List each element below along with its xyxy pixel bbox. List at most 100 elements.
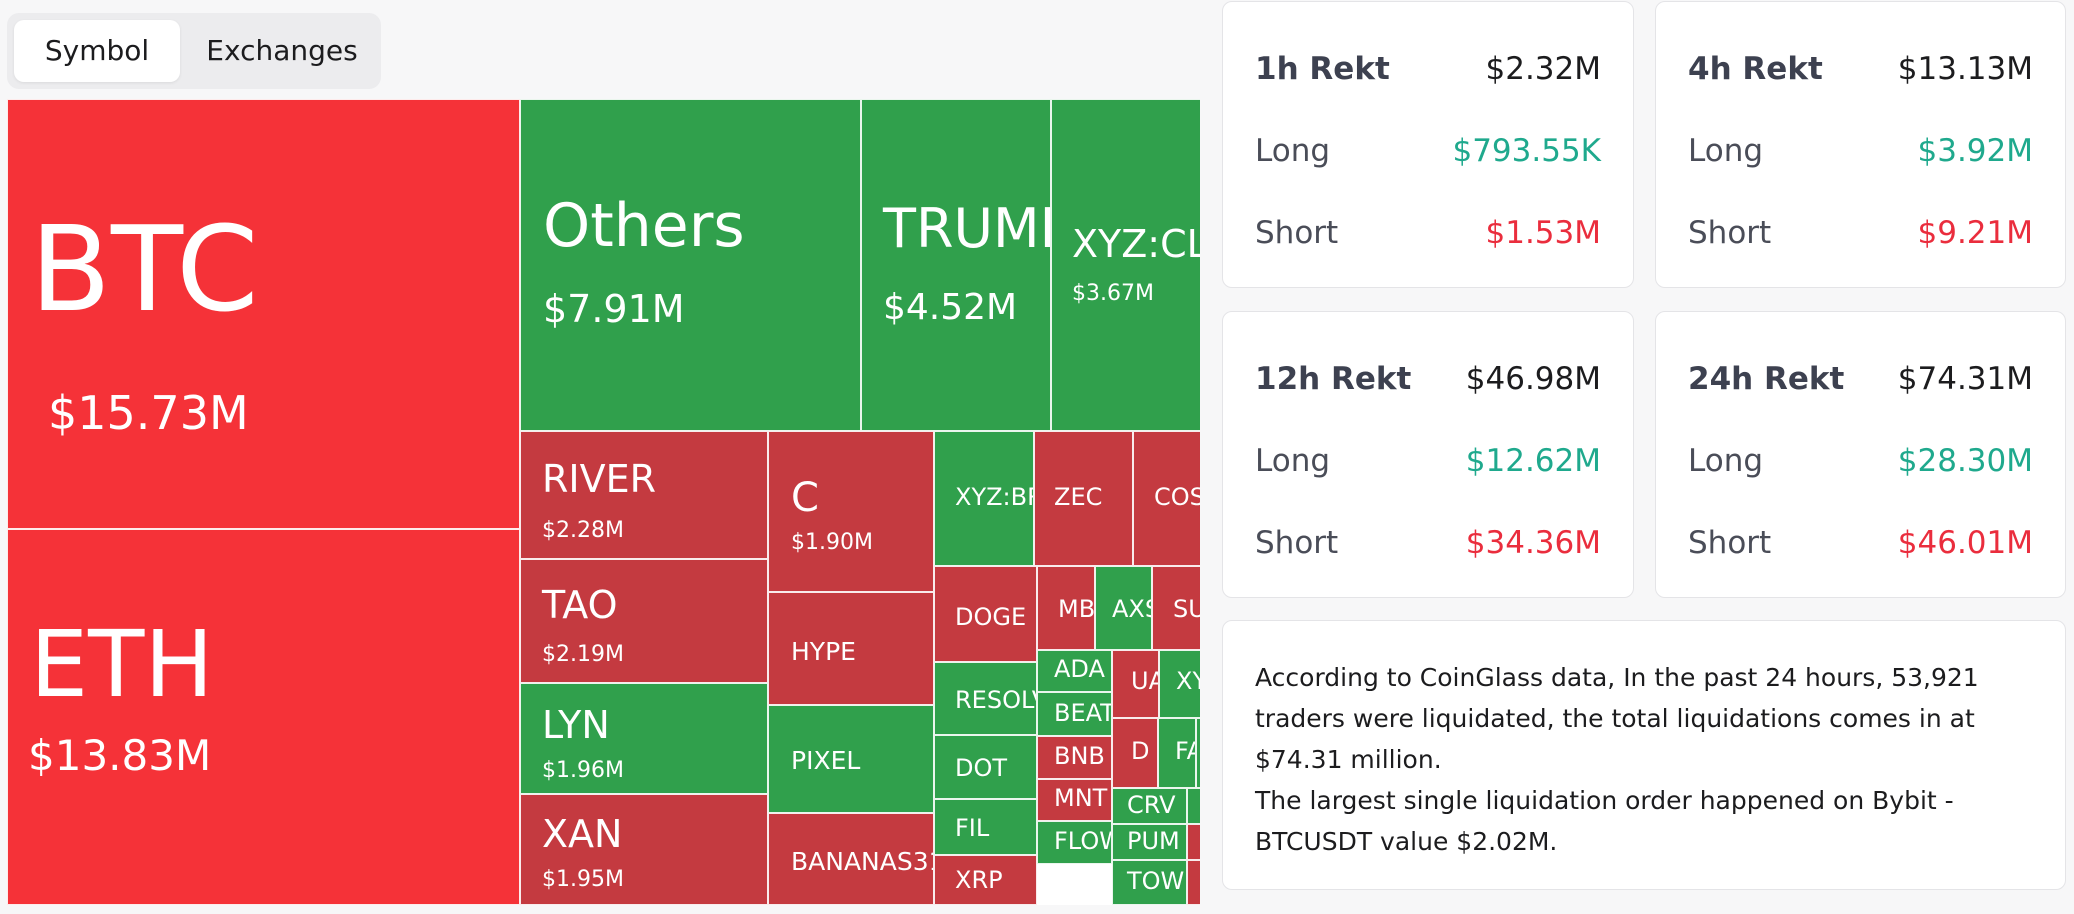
cell-symbol: DOGE [955,603,1027,631]
treemap-cell-doge[interactable]: DOGE [934,566,1037,662]
cell-symbol: BTC [30,200,259,338]
cell-symbol: XYZ:BR [955,483,1033,511]
treemap-cell-mnt[interactable]: MNT [1037,779,1112,821]
short-label: Short [1255,525,1339,561]
long-label: Long [1688,443,1764,479]
treemap-cell-bananas31[interactable]: BANANAS31 [768,813,934,905]
short-label: Short [1688,215,1772,251]
treemap-cell-tao[interactable]: TAO $2.19M [520,559,768,683]
treemap-cell-river[interactable]: RIVER $2.28M [520,431,768,559]
stat-total: $46.98M [1465,361,1601,397]
cell-symbol: UA [1131,667,1158,695]
cell-symbol: XY [1176,667,1200,695]
cell-symbol: C [791,475,819,521]
cell-symbol: BEAT [1054,699,1112,727]
treemap-cell-others[interactable]: Others $7.91M [520,99,861,431]
long-value: $3.92M [1917,133,2034,169]
long-value: $12.62M [1465,443,1601,479]
stat-title: 12h Rekt [1255,361,1412,397]
stat-card-1h: 1h Rekt $2.32M Long $793.55K Short $1.53M [1222,1,1634,288]
stat-card-24h: 24h Rekt $74.31M Long $28.30M Short $46.01M [1655,311,2066,598]
treemap-cell-g2[interactable] [1187,788,1200,824]
treemap-cell-bnb[interactable]: BNB [1037,736,1112,779]
cell-symbol: FIL [955,814,990,842]
cell-symbol: RIVER [542,457,657,501]
treemap-cell-cos[interactable]: COS [1133,431,1200,566]
cell-symbol: COS [1154,483,1200,511]
treemap-cell-eth[interactable]: ETH $13.83M [7,529,520,905]
cell-symbol: TOW [1127,867,1185,895]
treemap-cell-mb[interactable]: MB [1037,566,1095,650]
cell-symbol: BANANAS31 [791,847,934,876]
cell-symbol: RESOLV [955,686,1036,714]
treemap-cell-g1[interactable] [1196,718,1200,788]
tab-exchanges[interactable]: Exchanges [206,34,358,67]
treemap-cell-c[interactable]: C $1.90M [768,431,934,592]
cell-value: $13.83M [28,731,212,780]
treemap-cell-ua[interactable]: UA [1112,650,1159,718]
treemap-cell-crv[interactable]: CRV [1112,788,1187,824]
cell-value: $1.95M [542,867,624,892]
cell-value: $2.28M [542,518,624,543]
treemap-cell-lyn[interactable]: LYN $1.96M [520,683,768,794]
treemap-cell-xan[interactable]: XAN $1.95M [520,794,768,905]
treemap-cell-d[interactable]: D [1112,718,1158,788]
stat-title: 24h Rekt [1688,361,1845,397]
cell-symbol: D [1131,737,1150,765]
cell-symbol: TRUMP [883,197,1050,260]
treemap-cell-hype[interactable]: HYPE [768,592,934,705]
cell-value: $15.73M [48,386,249,440]
treemap-cell-xrp[interactable]: XRP [934,855,1037,905]
short-value: $9.21M [1917,215,2034,251]
treemap-cell-zec[interactable]: ZEC [1034,431,1133,566]
treemap-cell-axs[interactable]: AXS [1095,566,1152,650]
cell-symbol: CRV [1127,791,1176,819]
view-tabs: Symbol Exchanges [7,13,381,89]
treemap-cell-pum[interactable]: PUM [1112,824,1187,860]
treemap-cell-btc[interactable]: BTC $15.73M [7,99,520,529]
treemap-cell-r2[interactable] [1187,860,1200,905]
cell-symbol: MNT [1054,784,1108,812]
cell-value: $4.52M [883,287,1018,328]
treemap-cell-xyzbr[interactable]: XYZ:BR [934,431,1034,566]
treemap-cell-fil[interactable]: FIL [934,799,1037,855]
stat-total: $2.32M [1485,51,1602,87]
cell-value: $3.67M [1072,281,1154,306]
short-value: $46.01M [1897,525,2033,561]
tab-symbol[interactable]: Symbol [14,20,180,82]
liquidation-treemap: BTC $15.73M ETH $13.83M Others $7.91M TRUMP $4.… [7,99,1200,905]
cell-symbol: Others [543,191,745,261]
cell-symbol: XYZ:CL [1072,222,1200,266]
short-label: Short [1255,215,1339,251]
cell-symbol: TAO [542,583,618,627]
treemap-cell-xyzcl[interactable]: XYZ:CL $3.67M [1051,99,1200,431]
cell-value: $1.90M [791,530,873,555]
short-value: $1.53M [1485,215,1602,251]
summary-largest-order: The largest single liquidation order hap… [1255,786,1954,856]
treemap-cell-beat[interactable]: BEAT [1037,692,1112,736]
treemap-cell-tow[interactable]: TOW [1112,860,1187,905]
treemap-cell-fa[interactable]: FA [1158,718,1196,788]
cell-symbol: MB [1058,595,1095,623]
treemap-cell-ada[interactable]: ADA [1037,650,1112,692]
cell-symbol: ZEC [1054,483,1103,511]
stat-title: 1h Rekt [1255,51,1390,87]
treemap-cell-su[interactable]: SU [1152,566,1200,650]
treemap-cell-xy[interactable]: XY [1159,650,1200,718]
stat-total: $13.13M [1897,51,2033,87]
treemap-cell-r1[interactable] [1187,824,1200,860]
treemap-cell-trump[interactable]: TRUMP $4.52M [861,99,1051,431]
summary-text: According to CoinGlass data, In the past… [1255,663,1979,774]
treemap-cell-resolv[interactable]: RESOLV [934,662,1037,735]
treemap-cell-dot[interactable]: DOT [934,735,1037,799]
short-label: Short [1688,525,1772,561]
stat-total: $74.31M [1897,361,2033,397]
cell-symbol: LYN [542,703,610,747]
treemap-cell-pixel[interactable]: PIXEL [768,705,934,813]
long-label: Long [1255,443,1331,479]
long-label: Long [1688,133,1764,169]
treemap-cell-flow[interactable]: FLOW [1037,821,1112,864]
cell-symbol: PIXEL [791,746,861,775]
stat-title: 4h Rekt [1688,51,1823,87]
cell-symbol: BNB [1054,742,1105,770]
